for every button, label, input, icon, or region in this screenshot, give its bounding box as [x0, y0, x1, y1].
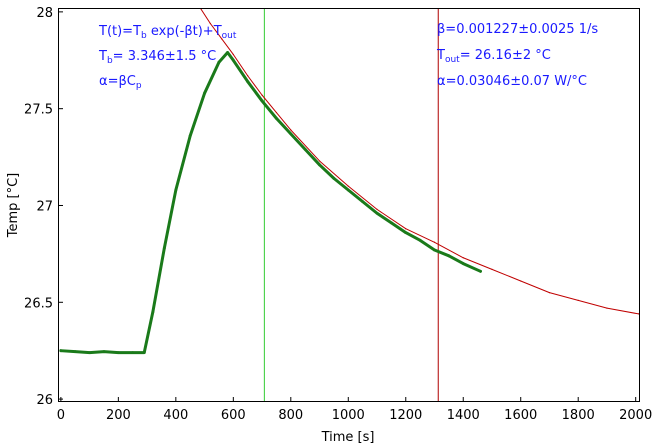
measured-point — [375, 211, 379, 215]
fit-point — [520, 280, 522, 282]
x-tick-label: 400 — [163, 408, 188, 423]
y-tick-label: 26.5 — [24, 296, 53, 311]
measured-point — [332, 176, 336, 180]
measured-point — [203, 91, 206, 95]
annotation-alpha-value: α=0.03046±0.07 W/°C — [437, 74, 587, 89]
measured-point — [131, 351, 135, 355]
annotation-tout-pre: T — [436, 48, 445, 63]
x-tick-label: 1000 — [332, 408, 365, 423]
fit-point — [290, 129, 292, 131]
measured-point — [433, 248, 436, 252]
measured-point — [151, 310, 155, 314]
measured-point — [59, 349, 63, 353]
measured-point — [226, 51, 229, 54]
measured-point — [461, 262, 465, 265]
annotation-tb-sub: b — [107, 56, 113, 66]
y-tick-label: 27 — [36, 199, 53, 214]
measured-point — [174, 188, 178, 192]
annotation-tb: Tb= 3.346±1.5 °C — [98, 49, 216, 66]
plot-area — [59, 8, 640, 402]
fit-point — [376, 208, 378, 210]
measured-point — [73, 350, 77, 354]
annotation-tb-post: = 3.346±1.5 °C — [113, 49, 217, 64]
fit-point — [221, 38, 223, 40]
y-axis: 26 26.5 27 27.5 28 — [24, 6, 63, 408]
series-layer — [59, 8, 640, 355]
annotation-tb-pre: T — [98, 49, 107, 64]
measured-point — [102, 350, 106, 354]
measured-point — [303, 147, 307, 151]
measured-point — [88, 351, 92, 355]
fit-point — [606, 307, 608, 309]
fit-point — [548, 292, 551, 294]
fit-point — [318, 160, 321, 162]
x-tick-label: 200 — [106, 408, 131, 423]
measured-point — [447, 254, 451, 258]
annotation-formula-sub-out: out — [222, 31, 237, 41]
fit-point — [247, 75, 249, 77]
measured-point — [142, 351, 146, 355]
x-tick-label: 1200 — [389, 408, 422, 423]
fit-point — [433, 241, 436, 243]
annotation-alpha-def-sub: p — [136, 81, 142, 91]
y-tick-label: 28 — [36, 6, 53, 21]
x-tick-label: 1600 — [504, 408, 537, 423]
fit-point — [462, 257, 464, 259]
measured-point — [389, 221, 393, 225]
measured-point — [217, 60, 221, 64]
measured-point — [318, 163, 321, 167]
measured-point — [289, 132, 293, 136]
fit-curve-line — [199, 8, 640, 315]
measured-point — [275, 116, 278, 120]
x-tick-label: 0 — [57, 408, 65, 423]
x-axis-title: Time [s] — [321, 430, 375, 445]
measured-point — [361, 200, 365, 204]
annotation-formula-sub-b: b — [141, 31, 147, 41]
x-tick-label: 2000 — [619, 408, 652, 423]
fit-point — [232, 53, 234, 56]
y-tick-label: 27.5 — [24, 103, 53, 118]
fit-point — [405, 228, 407, 230]
fit-point — [209, 22, 211, 25]
fit-point — [347, 185, 349, 187]
annotation-formula: T(t)=Tb exp(-βt)+Tout — [98, 24, 237, 41]
annotation-formula-main: T(t)=T — [98, 24, 141, 39]
x-tick-label: 1800 — [562, 408, 595, 423]
measured-point — [231, 58, 235, 62]
measured-point — [418, 238, 422, 242]
annotation-alpha-def: α=βCp — [99, 74, 142, 91]
fit-point — [637, 313, 640, 315]
fit-point — [577, 299, 579, 301]
y-axis-title: Temp [°C] — [6, 173, 21, 239]
measured-temperature-line — [59, 51, 482, 355]
measured-point — [260, 99, 264, 103]
measured-point — [404, 231, 408, 234]
annotation-tout-sub: out — [445, 55, 460, 65]
measured-point — [246, 80, 250, 83]
x-tick-label: 600 — [221, 408, 246, 423]
marker-lines — [263, 8, 439, 402]
y-tick-label: 26 — [36, 393, 53, 408]
annotation-tout: Tout= 26.16±2 °C — [436, 48, 551, 65]
annotation-tout-post: = 26.16±2 °C — [460, 48, 551, 63]
annotation-alpha-def-pre: α=βC — [99, 74, 136, 89]
x-tick-label: 800 — [278, 408, 303, 423]
fit-point — [491, 268, 493, 270]
annotation-formula-mid: exp(-βt)+T — [147, 24, 222, 39]
measured-point — [346, 188, 350, 192]
measured-point — [116, 351, 120, 355]
fit-point — [261, 94, 263, 96]
measured-point — [479, 269, 482, 273]
fit-point — [275, 111, 278, 114]
measured-point — [188, 134, 192, 138]
measured-point — [162, 246, 166, 250]
annotation-beta: β=0.001227±0.0025 1/s — [437, 22, 598, 37]
x-tick-label: 1400 — [447, 408, 480, 423]
x-axis: 0 200 400 600 800 1000 1200 1400 1600 1800 2000 — [57, 397, 652, 423]
